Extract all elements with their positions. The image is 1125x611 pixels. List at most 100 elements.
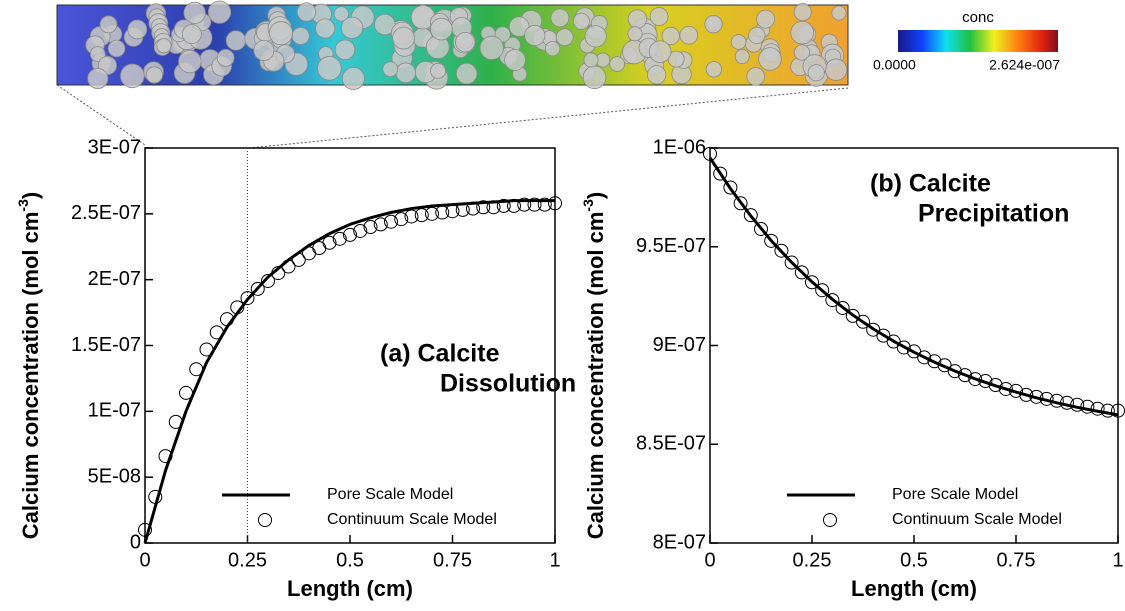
y-tick-label: 9E-07 <box>653 334 706 356</box>
grain <box>790 20 815 45</box>
simulation-image <box>56 0 849 90</box>
grain <box>455 31 476 53</box>
grain <box>807 64 825 82</box>
grain <box>178 49 202 74</box>
grain <box>609 56 625 72</box>
grain <box>87 68 109 90</box>
legend-label: Continuum Scale Model <box>892 511 1062 528</box>
marker <box>373 217 388 232</box>
marker <box>917 350 932 365</box>
x-tick-label: 0.75 <box>997 549 1036 571</box>
marker <box>713 166 728 181</box>
marker <box>476 200 491 215</box>
grain <box>156 38 172 54</box>
grain <box>544 41 561 57</box>
x-axis-label: Length (cm) <box>287 576 413 601</box>
marker <box>363 220 378 234</box>
grain <box>793 3 812 22</box>
grain <box>181 24 202 45</box>
grain <box>340 16 364 39</box>
x-tick-label: 0.25 <box>228 549 267 571</box>
legend-label: Pore Scale Model <box>892 486 1018 503</box>
marker <box>1019 387 1034 402</box>
grain <box>572 12 590 30</box>
marker <box>958 368 972 383</box>
y-tick-label: 2.5E-07 <box>71 202 141 224</box>
marker <box>927 354 942 369</box>
marker <box>384 214 398 229</box>
y-tick-label: 0 <box>130 531 141 553</box>
grain <box>430 17 453 41</box>
grain <box>225 30 247 51</box>
grain <box>704 15 723 34</box>
marker <box>743 208 758 223</box>
grain <box>649 7 669 26</box>
colorbar-title: conc <box>962 9 994 26</box>
grain <box>107 39 126 58</box>
y-tick-label: 9.5E-07 <box>636 235 706 257</box>
grain <box>183 1 206 24</box>
marker <box>332 231 347 246</box>
grain <box>705 61 723 78</box>
marker <box>805 275 819 290</box>
grain <box>524 24 546 47</box>
grain <box>734 49 750 64</box>
y-tick-label: 2E-07 <box>88 268 141 290</box>
series-line <box>708 157 1119 417</box>
y-tick-label: 3E-07 <box>88 136 141 158</box>
y-tick-label: 1E-07 <box>88 400 141 422</box>
y-axis-label-text: Calcium concentration (mol cm <box>18 212 43 540</box>
grain <box>145 66 163 84</box>
grain <box>479 35 504 61</box>
marker <box>527 197 542 212</box>
grain <box>824 58 848 81</box>
grain <box>679 25 699 45</box>
grain <box>89 46 106 63</box>
grain <box>793 44 811 61</box>
legend-swatch <box>823 513 837 527</box>
legend-swatch <box>258 513 272 527</box>
marker <box>394 212 409 227</box>
marker <box>815 283 830 298</box>
zoom-line <box>56 84 146 146</box>
grain <box>582 65 607 90</box>
marker <box>896 340 911 355</box>
x-tick-label: 0.5 <box>900 549 928 571</box>
grain <box>253 40 275 61</box>
annotation: (a) Calcite <box>380 340 500 368</box>
marker <box>517 197 532 212</box>
marker <box>353 223 368 238</box>
grain <box>315 18 336 39</box>
y-axis-label-close: ) <box>18 192 43 199</box>
grain <box>756 9 776 29</box>
marker <box>794 265 809 280</box>
grain <box>392 26 415 50</box>
y-axis-label: Calcium concentration (mol cm-3) <box>580 192 608 539</box>
grain <box>646 65 667 85</box>
x-tick-label: 0 <box>139 549 150 571</box>
marker <box>250 281 265 296</box>
marker <box>825 293 840 308</box>
grain <box>127 19 148 40</box>
grain <box>333 6 349 22</box>
grain <box>455 62 478 85</box>
grain <box>268 21 294 46</box>
y-tick-label: 5E-08 <box>88 465 141 487</box>
grain <box>382 61 399 78</box>
marker <box>947 364 962 379</box>
y-axis-label: Calcium concentration (mol cm-3) <box>15 192 43 539</box>
marker <box>723 180 738 195</box>
x-tick-label: 1 <box>1112 549 1123 571</box>
legend-label: Pore Scale Model <box>327 486 453 503</box>
marker <box>784 255 799 270</box>
grain <box>291 26 310 45</box>
y-tick-label: 8.5E-07 <box>636 433 706 455</box>
grain <box>555 28 574 47</box>
marker <box>261 273 275 288</box>
marker <box>138 522 152 537</box>
grain <box>648 40 672 63</box>
y-axis-label-sup: -3 <box>15 199 31 212</box>
annotation: Dissolution <box>440 370 576 398</box>
grain <box>831 5 847 21</box>
